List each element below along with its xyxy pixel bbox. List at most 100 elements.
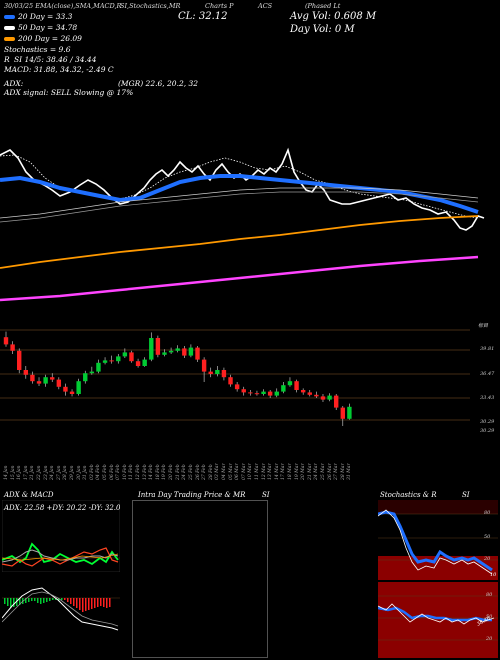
date-label: 04 Mar xyxy=(221,463,227,480)
candle-body xyxy=(69,391,75,394)
stochastics-oversold-zone xyxy=(378,556,498,580)
price-gridlines xyxy=(0,329,470,421)
candle-body xyxy=(56,379,62,387)
candle-body xyxy=(109,360,114,362)
date-label: 14 Jan xyxy=(4,465,9,480)
candle-body xyxy=(208,371,213,374)
candle-body xyxy=(221,370,227,378)
candle-body xyxy=(175,348,180,351)
stochastics-value: 10 xyxy=(490,572,497,578)
legend-50day: 50 Day = 34.78 xyxy=(4,23,77,32)
date-label: 31 Mar xyxy=(347,463,353,480)
candle-body xyxy=(30,374,35,382)
macd-panel xyxy=(2,578,120,658)
candle-body xyxy=(340,407,345,419)
intraday-panel-title: Intra Day Trading Price & MR xyxy=(138,491,246,499)
candle-body xyxy=(142,359,147,366)
candle-body xyxy=(63,386,68,392)
price-axis-label: 30.29 xyxy=(480,419,495,425)
date-label: 30 Jan xyxy=(76,465,82,480)
intraday-panel-si: SI xyxy=(262,491,270,499)
adx-minus-line xyxy=(2,547,119,567)
date-label: 27 Mar xyxy=(334,463,340,480)
legend-adx-signal: ADX signal: SELL Slowing @ 17% xyxy=(4,88,134,97)
candle-body xyxy=(267,391,273,396)
date-label: 17 Jan xyxy=(23,465,29,480)
stochastics-axis-20: 20 xyxy=(483,556,491,562)
chart-header-title: 30/03/25 EMA(close),SMA,MACD,R xyxy=(4,2,122,10)
adx-orange-line xyxy=(2,553,119,561)
date-label: 05 Feb xyxy=(103,464,109,480)
adx-panel: ADX: 22.58 +DY: 20.22 -DY: 32.02 xyxy=(2,500,120,572)
candle-body xyxy=(347,406,352,419)
close-price: CL: 32.12 xyxy=(178,11,228,22)
candle-body xyxy=(254,393,260,395)
candle-body xyxy=(83,373,88,382)
candle-body xyxy=(241,389,246,393)
adx-plus-line xyxy=(2,542,119,566)
date-label: 27 Feb xyxy=(202,464,208,480)
macd-histogram xyxy=(4,598,111,612)
candle-body xyxy=(294,381,299,390)
date-label: 18 Feb xyxy=(155,464,161,480)
date-label: 19 Mar xyxy=(294,463,300,480)
date-label: 24 Mar xyxy=(314,463,320,480)
date-label: 18 Mar xyxy=(287,463,293,480)
date-label: 24 Jan xyxy=(50,465,56,480)
sma50-swatch xyxy=(4,26,15,30)
avg-volume: Avg Vol: 0.608 M xyxy=(290,11,377,22)
candle-body xyxy=(327,395,332,400)
stochastics-k-line xyxy=(378,509,493,575)
candle-body xyxy=(314,394,319,397)
date-label: 31 Jan xyxy=(83,465,89,480)
legend-20day: 20 Day = 33.3 xyxy=(4,12,72,21)
date-label: 22 Jan xyxy=(37,465,43,480)
candle-body xyxy=(155,338,161,355)
stochastics-axis-80: 80 xyxy=(484,510,491,516)
rsi-axis-50: 50 xyxy=(486,614,493,620)
candle-body xyxy=(116,356,121,362)
candle-body xyxy=(96,362,101,372)
candle-body xyxy=(234,384,240,390)
legend-200day: 200 Day = 26.09 xyxy=(4,34,82,43)
candle-body xyxy=(300,390,306,393)
rsi-line xyxy=(378,603,495,625)
adx-values: ADX: 22.58 +DY: 20.22 -DY: 32.02 xyxy=(3,504,120,512)
candle-body xyxy=(274,391,279,396)
date-label: 25 Mar xyxy=(320,463,326,480)
date-label: 28 Jan xyxy=(63,465,69,480)
date-label: 11 Mar xyxy=(254,463,260,480)
candle-body xyxy=(261,391,266,394)
sma50-line xyxy=(0,154,479,219)
date-label: 16 Jan xyxy=(17,465,23,480)
candle-body xyxy=(228,377,233,385)
legend-macd: MACD: 31.88, 34.32, -2.49 C xyxy=(4,65,114,74)
candle-body xyxy=(195,347,200,360)
date-label: 24 Feb xyxy=(182,464,188,480)
legend-rsi-label: R xyxy=(4,55,10,64)
date-label: 13 Mar xyxy=(268,463,274,480)
date-label: 17 Mar xyxy=(281,463,287,480)
stochastics-d-line xyxy=(378,510,493,572)
sma200-line xyxy=(0,215,479,269)
legend-adx-label: ADX: xyxy=(4,79,24,88)
intraday-panel xyxy=(132,500,268,658)
date-label: 12 Mar xyxy=(261,463,267,480)
candle-body xyxy=(89,371,95,374)
rsi-panel: 80 50 20 38.46 xyxy=(378,582,498,658)
date-label: 19 Feb xyxy=(162,464,168,480)
date-label: 10 Feb xyxy=(122,464,128,480)
date-label: 28 Mar xyxy=(340,463,346,480)
legend-adx-values: (MGR) 22.6, 20.2, 32 xyxy=(118,79,199,88)
date-label: 15 Jan xyxy=(10,465,16,480)
date-label: 13 Feb xyxy=(142,464,148,480)
stochastics-panel-title: Stochastics & R xyxy=(380,491,437,499)
chart-header-charts: Charts P xyxy=(205,2,234,10)
legend-rsi: SI 14/5: 38.46 / 34.44 xyxy=(14,55,97,64)
date-label: 29 Jan xyxy=(70,465,76,480)
chart-header-symbol: ACS xyxy=(258,2,273,10)
macd-line xyxy=(2,587,119,631)
date-label: 06 Feb xyxy=(109,464,115,480)
stochastics-axis-50: 50 xyxy=(484,534,491,540)
candle-body xyxy=(307,392,312,395)
